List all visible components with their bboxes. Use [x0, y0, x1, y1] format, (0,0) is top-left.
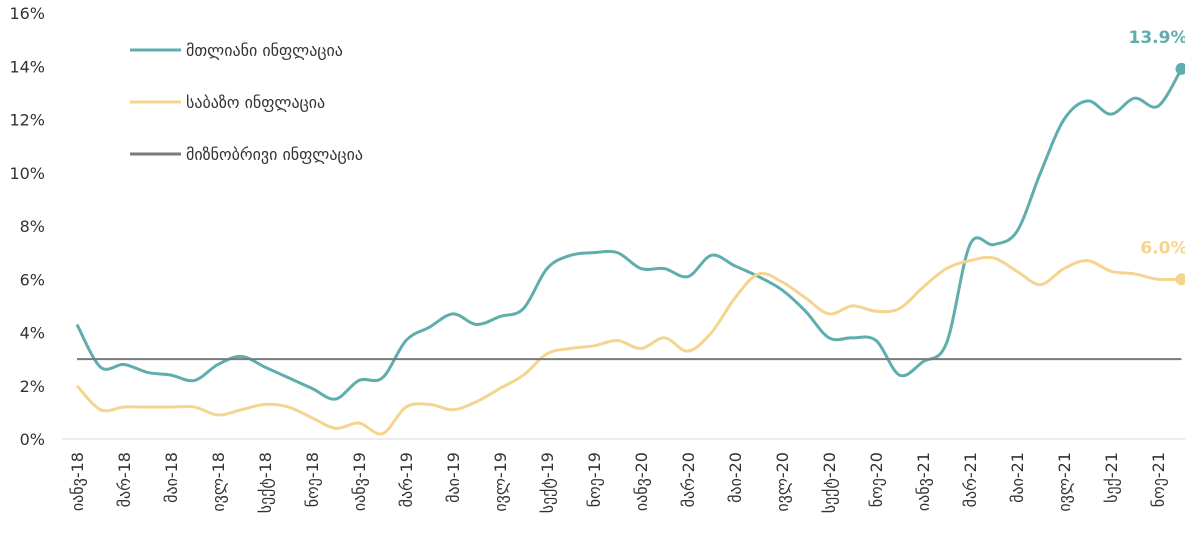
y-tick-label: 16%: [9, 4, 45, 23]
x-tick-label: ნოე-19: [585, 452, 604, 507]
x-tick-label: ივლ-21: [1055, 452, 1074, 512]
x-tick-label: მაი-18: [162, 452, 181, 503]
y-tick-label: 6%: [20, 270, 45, 289]
data-label: 6.0%: [1140, 238, 1185, 258]
x-tick-label: მარ-19: [397, 452, 416, 507]
x-tick-label: იანვ-21: [914, 452, 933, 511]
x-tick-label: მაი-20: [726, 452, 745, 503]
end-point: [1175, 62, 1185, 75]
x-tick-label: ნოე-21: [1149, 452, 1168, 507]
y-tick-label: 2%: [20, 377, 45, 396]
x-tick-label: ნოე-18: [303, 452, 322, 507]
legend-label: მთლიანი ინფლაცია: [186, 41, 343, 60]
x-tick-label: სექტ-20: [820, 452, 839, 513]
x-tick-label: ნოე-20: [867, 452, 886, 507]
x-tick-label: სექ-21: [1102, 452, 1121, 503]
x-tick-label: იანვ-18: [68, 452, 87, 511]
x-tick-label: მარ-18: [115, 452, 134, 507]
legend-label: საბაზო ინფლაცია: [186, 93, 325, 112]
x-tick-label: ივლ-18: [209, 452, 228, 512]
x-tick-label: იანვ-19: [350, 452, 369, 511]
x-tick-label: მაი-21: [1008, 452, 1027, 503]
end-point: [1175, 273, 1185, 286]
x-tick-label: სექტ-18: [256, 452, 275, 513]
x-tick-label: ივლ-20: [773, 452, 792, 512]
line: [75, 255, 1182, 436]
y-tick-label: 8%: [20, 217, 45, 236]
x-tick-label: სექტ-19: [538, 452, 557, 513]
x-tick-label: იანვ-20: [632, 452, 651, 511]
y-tick-label: 4%: [20, 324, 45, 343]
x-tick-label: მაი-19: [444, 452, 463, 503]
data-label: 13.9%: [1129, 28, 1185, 48]
x-tick-label: ივლ-19: [491, 452, 510, 512]
x-tick-label: მარ-20: [679, 452, 698, 507]
y-tick-label: 10%: [9, 164, 45, 183]
y-tick-label: 12%: [9, 111, 45, 130]
line: [75, 68, 1183, 401]
x-tick-label: მარ-21: [961, 452, 980, 507]
y-tick-label: 14%: [9, 57, 45, 76]
legend-label: მიზნობრივი ინფლაცია: [186, 145, 363, 164]
y-tick-label: 0%: [20, 430, 45, 449]
